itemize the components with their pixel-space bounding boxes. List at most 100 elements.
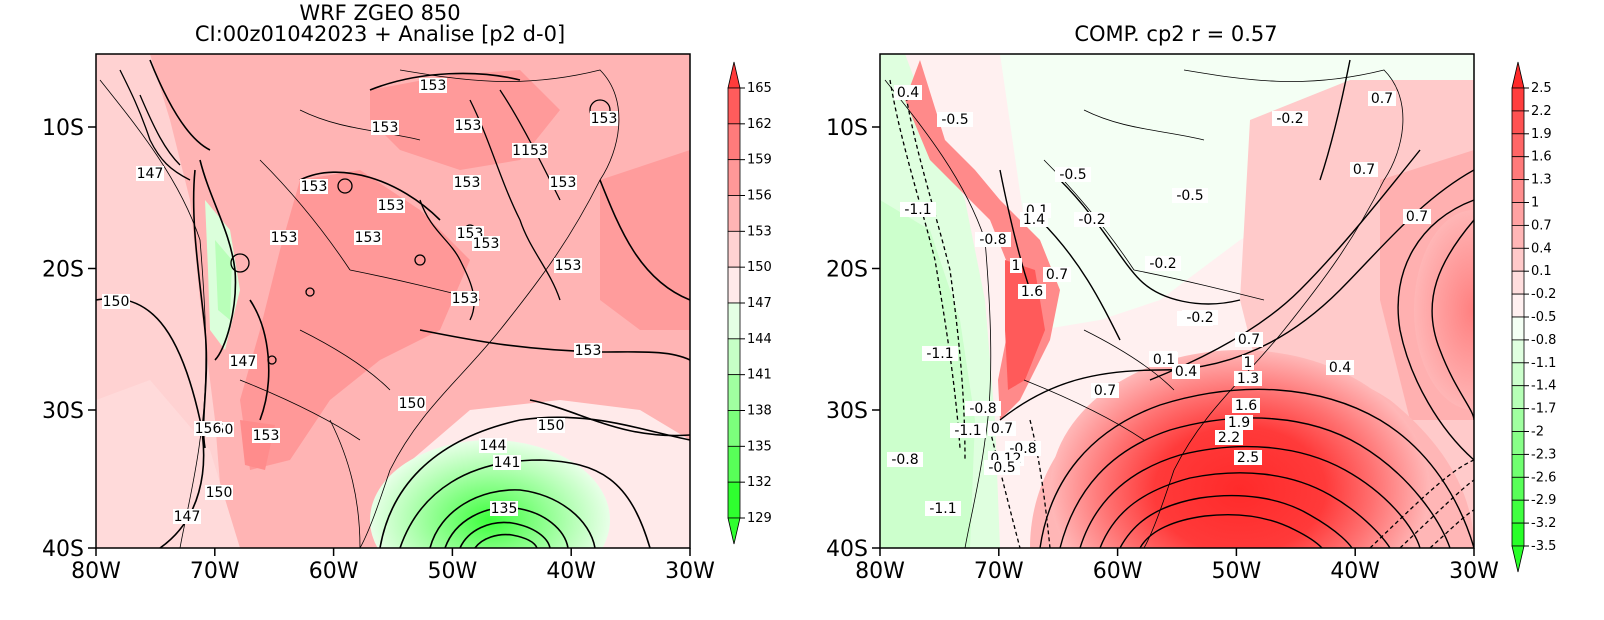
left-title-line1: WRF ZGEO 850 [299,1,460,25]
contour-label-bg [1403,209,1431,224]
left-title-line2: CI:00z01042023 + Analise [p2 d-0] [195,22,565,46]
contour-label-bg [371,120,399,135]
colorbar-segment [1511,156,1525,180]
contour-label: -0.2 [1149,256,1176,272]
contour-label-bg [479,438,507,453]
contour-label-bg [229,354,257,369]
lat-tick-label: 20S [826,258,868,283]
contour-label: 153 [271,230,298,246]
colorbar-segment [1511,202,1525,226]
colorbar-segment [1511,431,1525,455]
contour-label-bg [419,78,447,93]
colorbar-label: -1.7 [1531,402,1556,417]
colorbar-label: 0.4 [1531,241,1552,256]
contour-label-bg [490,501,518,516]
colorbar-segment [727,123,741,161]
colorbar-segment [727,481,741,519]
contour-label: 147 [174,509,201,525]
contour-label: 150 [103,294,130,310]
lon-tick-label: 30W [1449,559,1499,584]
contour-label-bg [377,198,405,213]
contour-label-bg [1018,284,1046,299]
colorbar-segment [1511,385,1525,410]
contour-label-bg [1232,398,1260,413]
contour-label: 153 [253,428,280,444]
contour-label-bg [354,230,382,245]
colorbar-segment [1511,270,1525,295]
contour-label: 153 [575,343,602,359]
colorbar-segment [1511,522,1525,547]
right-title: COMP. cp2 r = 0.57 [1074,22,1277,46]
colorbar-segment [1511,453,1525,478]
contour-label: 153 [473,236,500,252]
contour-label-bg [1368,91,1396,106]
contour-label: 1.9 [1228,415,1250,431]
contour-label-bg [493,455,521,470]
colorbar-segment [1511,110,1525,135]
colorbar-label: 162 [747,117,772,132]
contour-label: 1.3 [1237,371,1259,387]
right-axes: 80W 70W 60W 50W 40W 30W 10S 20S 30S 40S [826,116,1499,584]
colorbar-segment [1511,408,1525,432]
lat-tick-label: 30S [42,399,84,424]
colorbar-segment [727,410,741,447]
contour-label: 144 [480,438,507,454]
contour-label: 147 [137,166,164,182]
colorbar-label: -2.6 [1531,470,1556,485]
colorbar-segment [1511,247,1525,272]
contour-label-bg [965,401,1001,416]
contour-label-bg [894,85,922,100]
colorbar-segment [1511,87,1525,112]
contour-label: 0.1 [1153,352,1175,368]
contour-label-bg [590,111,618,126]
contour-label: -0.2 [1276,111,1303,127]
contour-label: -1.1 [904,202,931,218]
contour-label: 0.7 [1353,162,1375,178]
contour-label: 0.7 [1046,267,1068,283]
contour-label-bg [1055,167,1091,182]
contour-label-bg [950,423,986,438]
lat-tick-label: 10S [42,116,84,141]
colorbar-segment [1511,293,1525,318]
colorbar-segment [727,338,741,376]
contour-label: 156 [195,421,222,437]
lon-tick-label: 70W [974,559,1024,584]
colorbar-label: -3.5 [1531,539,1556,554]
contour-label-bg [1043,267,1071,282]
contour-label-bg [988,421,1016,436]
colorbar-label: 165 [747,81,772,96]
contour-label: -0.8 [891,452,918,468]
contour-label-bg [922,346,958,361]
colorbar-segment [727,87,741,125]
contour-label: 0.7 [1094,383,1116,399]
contour-label-bg [887,452,923,467]
lon-tick-label: 70W [190,559,240,584]
contour-label-bg [1020,212,1048,227]
contour-label-bg [984,460,1020,475]
contour-label-bg [472,236,500,251]
right-map-panel: COMP. cp2 r = 0.57 [826,22,1556,584]
contour-label: 2.5 [1237,450,1259,466]
contour-label: 1153 [512,143,548,159]
colorbar-segment [1511,133,1525,158]
contour-label-bg [574,343,602,358]
colorbar-label: -2.3 [1531,447,1556,462]
contour-label-bg [136,166,164,181]
colorbar-segment [727,302,741,340]
contour-label: 153 [550,175,577,191]
right-contour-labels: 0.4 -0.5 -0.2 0.7 0.7 -1.1 -0.5 0.1 1.4 -0.2 -0.5 -… [887,85,1431,517]
colorbar-segment [1511,476,1525,501]
contour-label-bg [252,428,280,443]
contour-label-bg [451,291,479,306]
contour-label: -1.1 [954,423,981,439]
colorbar-label: -1.1 [1531,356,1556,371]
contour-label-bg [1182,310,1218,325]
colorbar-label: 153 [747,224,772,239]
colorbar-label: 159 [747,153,772,168]
contour-label: 147 [230,354,257,370]
contour-label-bg [398,396,426,411]
contour-label-bg [1215,430,1243,445]
contour-label: -1.1 [926,346,953,362]
lon-tick-label: 60W [1093,559,1143,584]
